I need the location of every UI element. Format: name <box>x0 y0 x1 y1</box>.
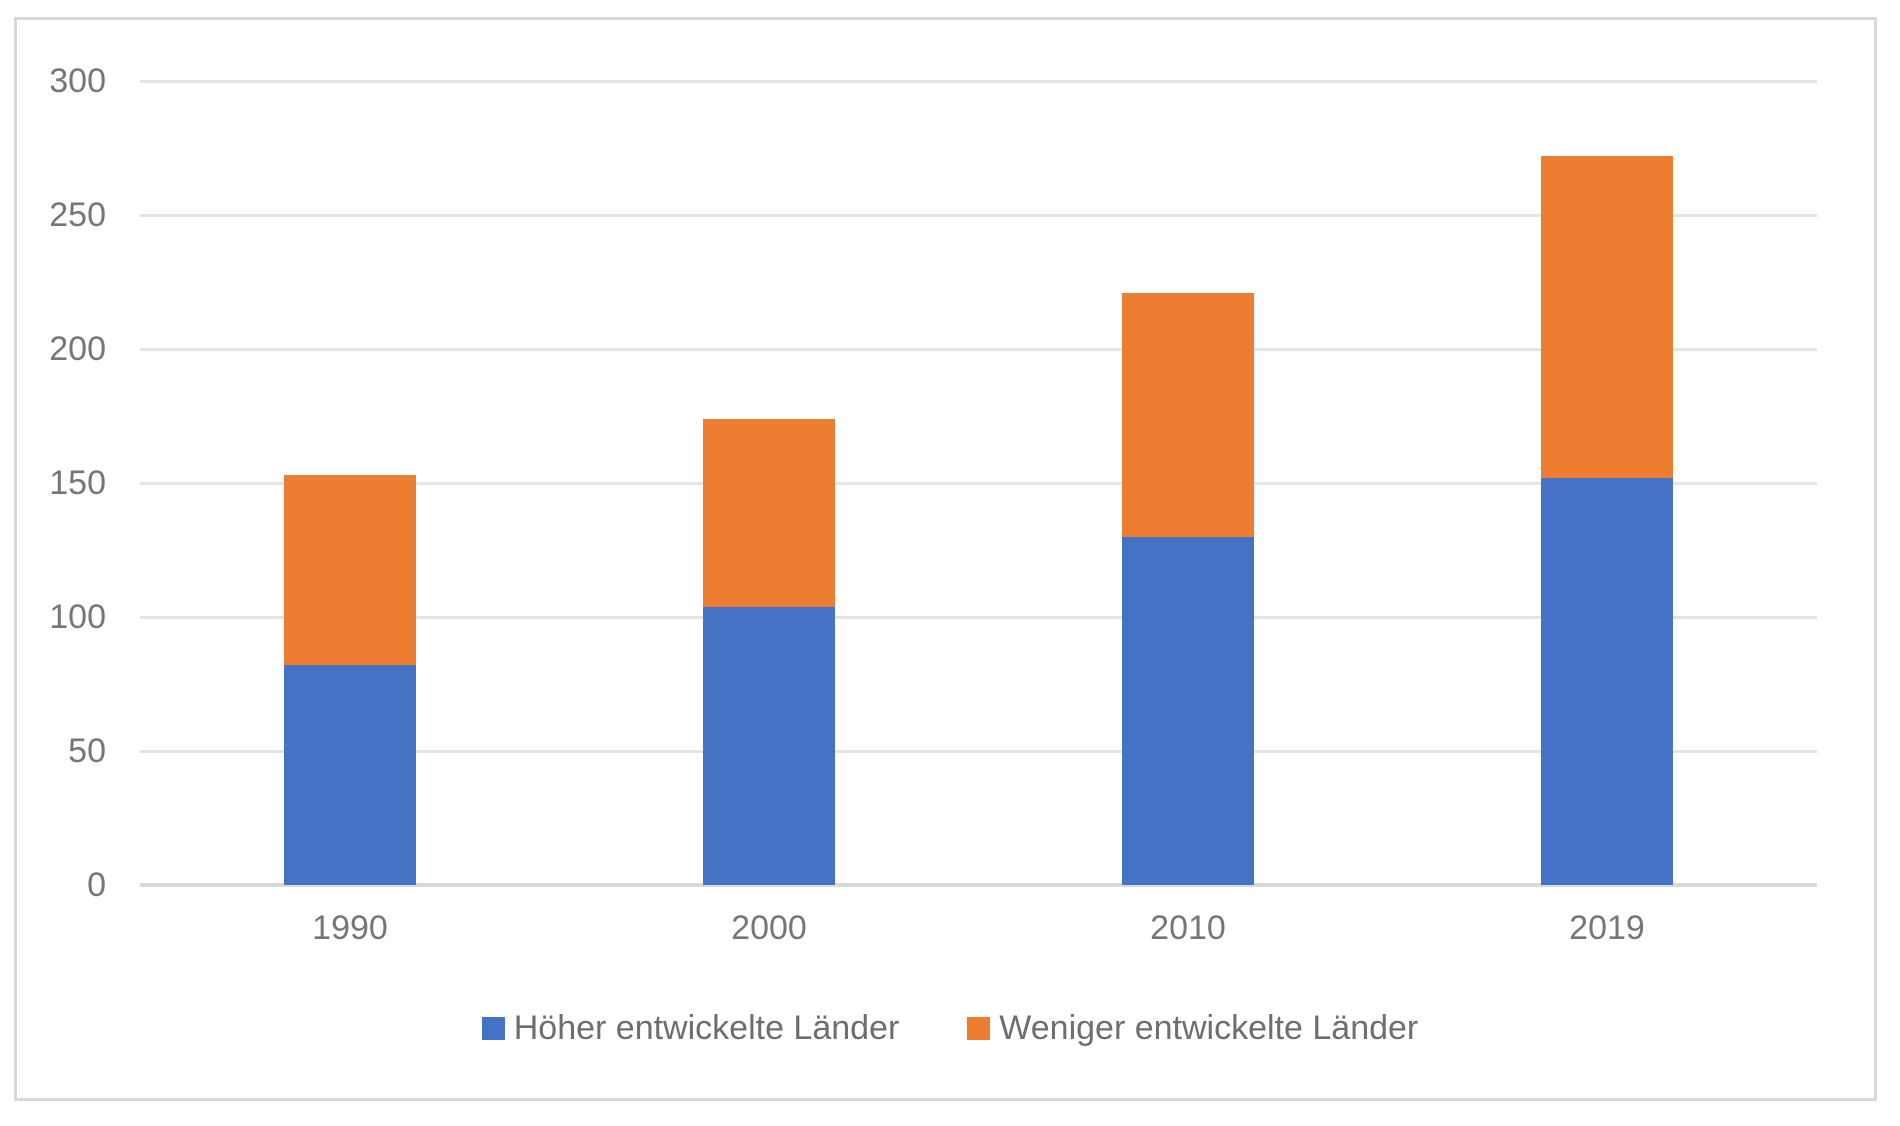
y-tick-label: 0 <box>87 866 106 904</box>
bar-2000-series-0 <box>703 606 835 885</box>
legend-entry-1: Weniger entwickelte Länder <box>967 1006 1418 1050</box>
gridline-100 <box>140 616 1817 619</box>
x-category-label: 2010 <box>1150 909 1226 947</box>
y-tick-label: 300 <box>49 62 106 100</box>
bar-2019-series-1 <box>1541 156 1673 478</box>
chart-legend: Höher entwickelte Länder Weniger entwicke… <box>0 1006 1900 1050</box>
x-category-label: 2000 <box>731 909 807 947</box>
gridline-200 <box>140 348 1817 351</box>
gridline-150 <box>140 482 1817 485</box>
y-tick-label: 100 <box>49 598 106 636</box>
gridline-300 <box>140 80 1817 83</box>
bar-1990-series-1 <box>284 475 416 665</box>
legend-swatch-icon <box>481 1016 505 1040</box>
y-tick-label: 50 <box>68 732 106 770</box>
y-tick-label: 250 <box>49 196 106 234</box>
legend-swatch-icon <box>967 1016 991 1040</box>
bar-2010-series-0 <box>1122 537 1254 885</box>
legend-label: Höher entwickelte Länder <box>513 1009 900 1047</box>
bar-1990-series-0 <box>284 665 416 885</box>
bar-2000-series-1 <box>703 419 835 607</box>
x-category-label: 2019 <box>1569 909 1645 947</box>
gridline-50 <box>140 750 1817 753</box>
x-category-label: 1990 <box>312 909 388 947</box>
legend-label: Weniger entwickelte Länder <box>999 1009 1419 1047</box>
y-tick-label: 200 <box>49 330 106 368</box>
gridline-250 <box>140 214 1817 217</box>
gridline-0 <box>140 883 1817 887</box>
bar-2019-series-0 <box>1541 478 1673 885</box>
y-tick-label: 150 <box>49 464 106 502</box>
bar-2010-series-1 <box>1122 293 1254 537</box>
legend-entry-0: Höher entwickelte Länder <box>481 1006 900 1050</box>
